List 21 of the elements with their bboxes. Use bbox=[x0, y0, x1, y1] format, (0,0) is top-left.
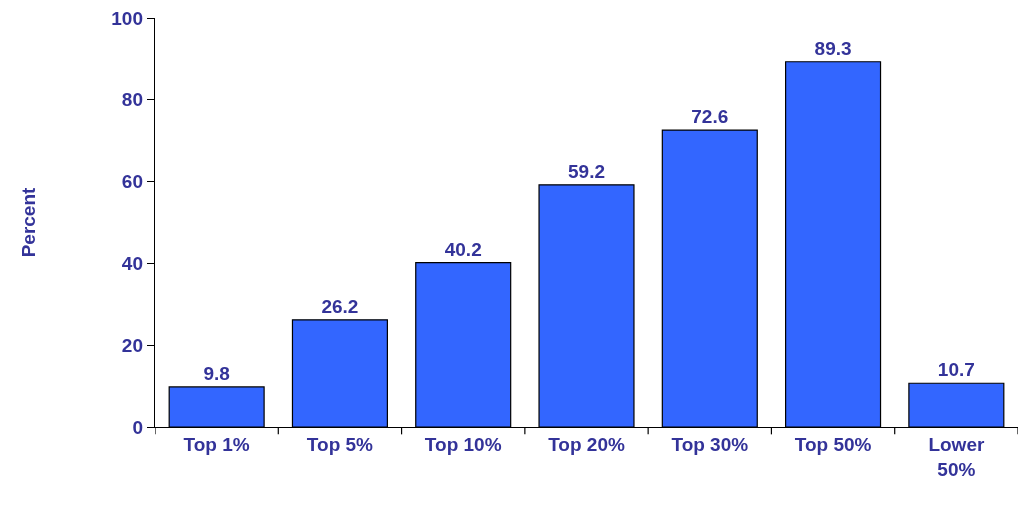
y-tick-label: 100 bbox=[111, 7, 143, 29]
x-tick-label: Lower 50% bbox=[928, 434, 985, 480]
data-label: 10.7 bbox=[937, 359, 975, 381]
data-label: 40.2 bbox=[444, 238, 482, 260]
x-tick-label: Top 50% bbox=[794, 434, 872, 455]
x-tick-label: Top 5% bbox=[306, 434, 374, 455]
y-tick-label: 0 bbox=[132, 416, 143, 438]
x-tick-label: Top 1% bbox=[183, 434, 250, 455]
x-tick-label: Top 10% bbox=[424, 434, 502, 455]
x-tick-label: Top 20% bbox=[548, 434, 625, 455]
y-axis-title: Percent bbox=[18, 186, 40, 258]
y-tick-label: 20 bbox=[121, 334, 143, 356]
y-tick-label: 40 bbox=[121, 253, 143, 275]
y-tick-label: 80 bbox=[121, 89, 143, 111]
y-tick-label: 60 bbox=[121, 171, 143, 193]
data-label: 72.6 bbox=[691, 106, 729, 128]
x-tick-label: Top 30% bbox=[671, 434, 749, 455]
data-label: 59.2 bbox=[568, 160, 605, 182]
data-label: 26.2 bbox=[321, 295, 359, 317]
data-label: 89.3 bbox=[814, 37, 852, 59]
data-label: 9.8 bbox=[203, 362, 230, 384]
